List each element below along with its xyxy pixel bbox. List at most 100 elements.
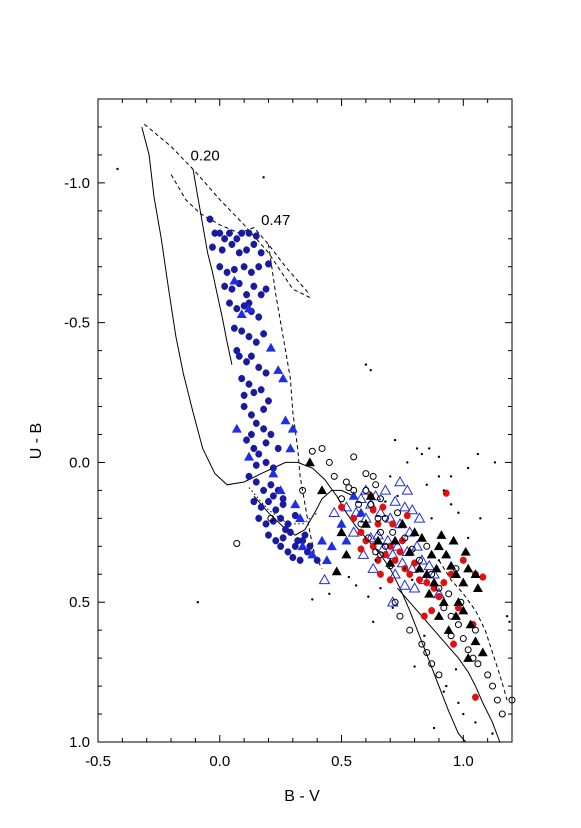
data-point	[440, 604, 448, 612]
data-point	[386, 562, 394, 570]
data-point	[250, 444, 258, 453]
data-point	[474, 660, 482, 668]
data-point	[397, 518, 408, 528]
data-point	[267, 514, 275, 522]
data-point	[252, 232, 260, 240]
data-point	[477, 647, 488, 657]
data-point	[247, 268, 255, 276]
data-point	[454, 621, 462, 629]
data-point	[291, 511, 299, 520]
data-point	[401, 534, 409, 542]
data-point	[448, 535, 459, 545]
data-point	[355, 500, 363, 508]
data-point	[330, 472, 338, 480]
data-point	[452, 565, 460, 573]
data-point	[228, 240, 236, 249]
data-point	[280, 415, 291, 425]
annotations: 0.20 0.47	[191, 148, 291, 229]
data-point	[435, 592, 443, 601]
data-point	[303, 548, 311, 556]
data-point	[442, 690, 446, 693]
data-point	[374, 520, 382, 528]
data-point	[299, 486, 307, 494]
data-point	[437, 559, 441, 562]
data-point	[379, 587, 382, 590]
data-point	[386, 542, 394, 550]
data-point	[470, 569, 481, 578]
data-point	[367, 562, 380, 573]
data-point	[282, 525, 289, 534]
data-point	[116, 167, 119, 171]
data-point	[393, 438, 397, 442]
data-point	[424, 588, 435, 598]
data-point	[435, 584, 443, 592]
data-point	[262, 458, 270, 467]
data-point	[243, 436, 251, 444]
data-point	[347, 575, 351, 579]
data-point	[252, 478, 260, 486]
data-point	[273, 365, 284, 374]
data-point	[377, 570, 384, 578]
axis-labels: B - V U - B	[28, 423, 320, 805]
data-point	[357, 528, 365, 536]
data-point	[255, 514, 263, 522]
data-point	[369, 472, 377, 480]
data-point	[354, 584, 358, 587]
axes: -0.5 0.0 0.5 1.0 -1.0 -0.5 0.0 0.5 1.0	[64, 98, 513, 770]
data-point	[438, 597, 449, 606]
data-point	[430, 517, 433, 520]
data-point	[235, 249, 243, 257]
data-point	[435, 671, 443, 679]
x-axis-label: B - V	[284, 788, 320, 805]
data-point	[307, 549, 318, 559]
data-point	[243, 291, 251, 299]
data-point	[389, 528, 397, 536]
data-point	[462, 712, 465, 716]
data-point	[413, 665, 416, 668]
data-point	[420, 612, 428, 620]
series-filled-circle-navy	[206, 215, 321, 564]
data-point	[426, 549, 437, 559]
data-point	[433, 541, 444, 551]
data-point	[287, 423, 298, 433]
data-point	[369, 368, 372, 372]
data-point	[304, 457, 315, 467]
data-point	[398, 501, 411, 512]
data-point	[238, 374, 246, 383]
data-point	[491, 732, 494, 735]
data-point	[389, 520, 397, 528]
data-point	[252, 461, 260, 469]
data-point	[262, 369, 270, 377]
data-point	[460, 546, 471, 556]
data-point	[318, 444, 326, 452]
data-point	[416, 532, 427, 542]
data-point	[347, 526, 360, 537]
data-point	[464, 646, 472, 654]
data-point	[381, 542, 389, 550]
data-point	[446, 560, 457, 570]
data-point	[350, 453, 358, 461]
data-point	[389, 495, 401, 506]
data-point	[277, 542, 285, 550]
data-point	[216, 229, 224, 237]
data-point	[418, 640, 426, 648]
data-point	[233, 235, 241, 243]
data-point	[457, 701, 460, 705]
model-curve-3	[397, 587, 501, 743]
data-point	[442, 489, 450, 497]
data-point	[376, 528, 384, 536]
data-point	[408, 582, 421, 593]
x-tick-label: -0.5	[85, 753, 111, 770]
data-point	[443, 625, 454, 634]
data-point	[409, 527, 420, 537]
data-point	[230, 324, 238, 332]
data-point	[279, 495, 287, 503]
data-point	[406, 461, 409, 464]
data-point	[364, 531, 377, 543]
data-point	[403, 511, 411, 520]
data-point	[493, 461, 497, 464]
x-tick-label: 0.0	[209, 753, 230, 770]
data-point	[416, 554, 428, 565]
data-point	[451, 569, 461, 578]
data-point	[463, 563, 474, 573]
